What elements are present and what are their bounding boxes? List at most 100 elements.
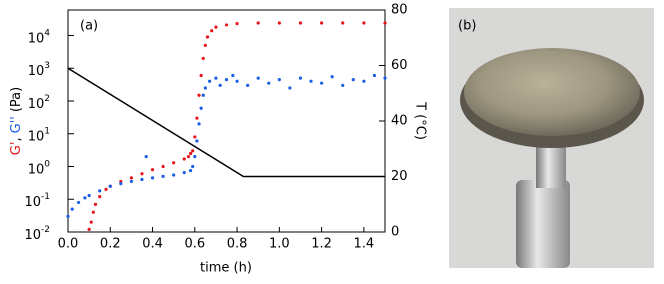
data-point: [224, 77, 229, 82]
data-point: [309, 79, 313, 83]
photo: (b): [449, 8, 654, 268]
y-tick-label: 10-1: [24, 192, 50, 210]
data-point: [161, 174, 165, 178]
data-point: [351, 77, 355, 82]
y2-tick-label: 40: [391, 114, 408, 129]
y-tick-label: 102: [28, 93, 50, 111]
data-point: [298, 21, 303, 25]
data-point: [235, 22, 239, 26]
y-tick-exponent: 1: [44, 126, 50, 136]
data-point: [341, 21, 345, 25]
data-point: [383, 76, 387, 80]
data-point: [288, 86, 292, 90]
data-point: [203, 43, 207, 47]
y-tick-exponent: -2: [41, 225, 50, 235]
y-axis-label: G', G'' (Pa): [9, 87, 24, 155]
y-tick-base: 10: [28, 162, 45, 177]
data-point: [66, 214, 70, 218]
data-point: [140, 177, 144, 182]
y-label-unit: (Pa): [9, 87, 24, 112]
data-point: [119, 182, 123, 186]
x-tick-label: 1.0: [269, 237, 290, 252]
data-point: [298, 76, 303, 80]
data-point: [277, 77, 281, 82]
data-point: [144, 155, 148, 159]
data-point: [207, 79, 212, 83]
x-tick-label: 0.8: [227, 237, 248, 252]
data-point: [210, 29, 214, 33]
y-tick-label: 101: [28, 126, 50, 144]
data-point: [362, 21, 366, 25]
data-point: [119, 179, 123, 184]
y-tick-base: 10: [28, 129, 45, 144]
data-point: [320, 81, 324, 85]
y-tick-base: 10: [28, 64, 45, 79]
data-point: [195, 139, 199, 143]
data-point: [129, 176, 133, 180]
y-tick-exponent: 3: [44, 61, 50, 71]
y-tick-label: 10-2: [24, 225, 50, 243]
data-point: [362, 79, 366, 83]
data-point: [191, 149, 195, 153]
data-point: [83, 196, 87, 200]
data-point: [91, 210, 95, 214]
data-point: [193, 135, 197, 139]
data-point: [182, 157, 186, 161]
data-point: [197, 93, 201, 97]
y-tick-exponent: 4: [44, 28, 50, 38]
data-point: [277, 21, 281, 25]
y-tick-base: 10: [24, 228, 41, 243]
data-point: [172, 173, 176, 177]
data-point: [383, 21, 387, 25]
data-point: [218, 83, 222, 87]
y-tick-label: 104: [28, 28, 51, 46]
data-point: [108, 184, 112, 188]
y-label-sep: ,: [9, 137, 24, 141]
y-tick-exponent: 0: [44, 159, 50, 169]
data-point: [341, 83, 345, 87]
data-point: [161, 164, 165, 169]
data-point: [182, 171, 186, 175]
x-tick-label: 0.6: [184, 237, 205, 252]
data-point: [197, 122, 201, 126]
data-point: [87, 193, 91, 198]
data-point: [330, 75, 334, 79]
x-tick-label: 0.0: [58, 237, 79, 252]
y-label-g1: G': [9, 142, 24, 156]
data-point: [193, 155, 197, 159]
data-point: [70, 207, 74, 211]
data-point: [98, 195, 102, 199]
x-tick-label: 1.2: [311, 237, 332, 252]
data-point: [235, 79, 239, 83]
data-point: [195, 116, 199, 120]
data-point: [205, 35, 210, 39]
data-point: [201, 93, 205, 97]
data-point: [191, 164, 195, 169]
data-point: [214, 76, 218, 80]
data-point: [199, 106, 203, 110]
y2-tick-label: 20: [391, 169, 408, 184]
y-tick-base: 10: [28, 96, 45, 111]
data-point: [129, 179, 133, 184]
data-point: [372, 73, 377, 78]
data-point: [188, 151, 193, 156]
data-point: [231, 73, 235, 78]
y-tick-label: 100: [28, 159, 51, 177]
x-tick-label: 0.2: [100, 237, 121, 252]
y-tick-label: 103: [28, 61, 50, 79]
data-point: [188, 168, 193, 173]
data-point: [267, 81, 271, 85]
x-tick-label: 0.4: [142, 237, 163, 252]
data-point: [224, 23, 229, 27]
annotation: (a): [80, 19, 98, 34]
y-label-g2: G'': [9, 116, 24, 133]
y2-axis-label: T (°C): [413, 101, 428, 140]
data-point: [150, 168, 155, 172]
data-point: [93, 202, 98, 206]
y-tick-base: 10: [28, 31, 45, 46]
data-point: [203, 86, 207, 90]
data-point: [199, 73, 203, 78]
data-point: [87, 227, 91, 232]
y-tick-base: 10: [24, 195, 41, 210]
